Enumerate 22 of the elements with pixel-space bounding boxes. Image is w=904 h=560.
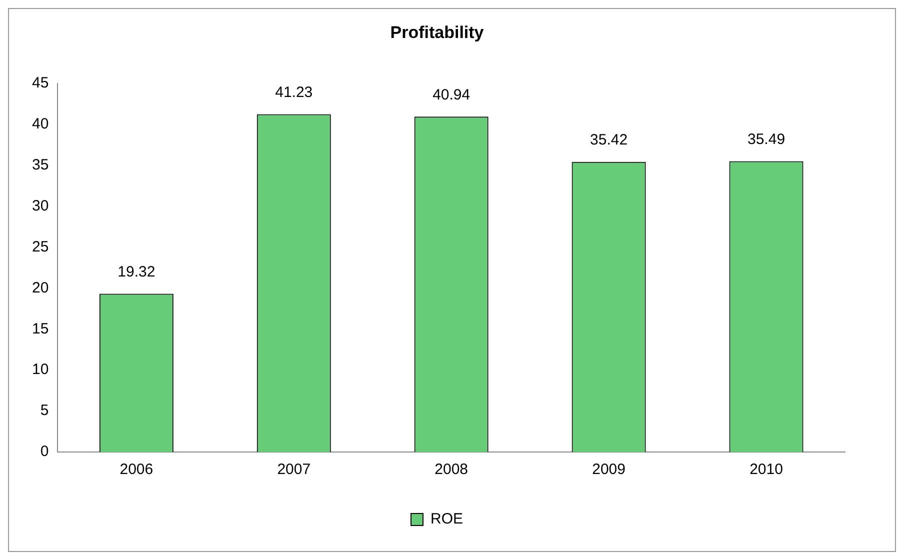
data-label: 35.42 xyxy=(590,132,628,149)
y-tick-label: 30 xyxy=(32,197,49,214)
legend-label: ROE xyxy=(430,510,464,528)
x-tick-label: 2008 xyxy=(434,461,468,478)
y-tick-label: 15 xyxy=(32,320,49,338)
y-tick-label: 45 xyxy=(32,74,49,92)
y-tick-label: 40 xyxy=(32,115,49,132)
data-label: 19.32 xyxy=(118,263,156,280)
y-tick-label: 35 xyxy=(32,156,49,174)
y-tick-label: 20 xyxy=(32,279,49,296)
y-tick-label: 10 xyxy=(32,361,49,378)
y-tick-label: 5 xyxy=(40,402,49,420)
chart-title: Profitability xyxy=(390,22,484,42)
data-label: 40.94 xyxy=(432,86,470,104)
x-tick-label: 2007 xyxy=(277,461,311,478)
x-tick-label: 2010 xyxy=(750,461,783,478)
data-label: 35.49 xyxy=(747,130,786,148)
x-tick-label: 2009 xyxy=(592,461,626,478)
y-tick-label: 0 xyxy=(40,443,49,460)
y-tick-label: 25 xyxy=(32,238,49,256)
x-tick-label: 2006 xyxy=(120,461,154,478)
data-label: 41.23 xyxy=(275,84,313,101)
